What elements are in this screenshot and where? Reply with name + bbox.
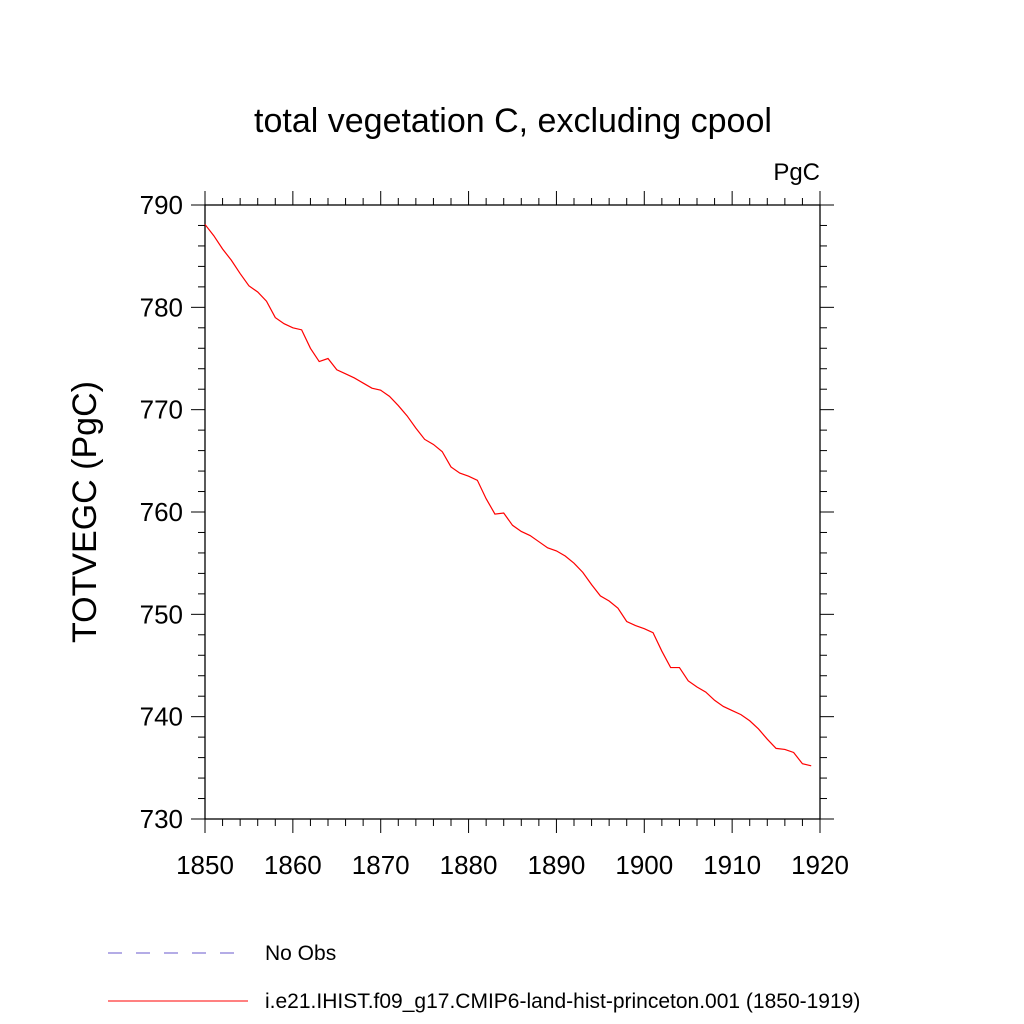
chart-title: total vegetation C, excluding cpool: [254, 102, 772, 140]
x-tick-label: 1890: [528, 850, 586, 880]
y-tick-label: 750: [140, 599, 183, 629]
x-tick-label: 1920: [791, 850, 849, 880]
plot-frame: [204, 204, 821, 820]
legend-label-model-run: i.e21.IHIST.f09_g17.CMIP6-land-hist-prin…: [265, 990, 860, 1013]
axis-ticks: [191, 191, 834, 833]
series-layer: [204, 224, 812, 767]
y-tick-label: 730: [140, 804, 183, 834]
y-tick-label: 760: [140, 497, 183, 527]
series-line-0: [204, 224, 812, 767]
y-tick-label: 740: [140, 702, 183, 732]
x-tick-label: 1880: [440, 850, 498, 880]
x-tick-label: 1850: [176, 850, 234, 880]
y-axis-label: TOTVEGC (PgC): [66, 381, 104, 643]
legend: No Obs i.e21.IHIST.f09_g17.CMIP6-land-hi…: [108, 942, 860, 1013]
x-tick-label: 1870: [352, 850, 410, 880]
x-tick-label: 1900: [615, 850, 673, 880]
y-tick-label: 780: [140, 292, 183, 322]
x-tick-label: 1860: [264, 850, 322, 880]
tick-labels: 1850 1860 1870 1880 1890 1900 1910 1920 730 740 75…: [140, 190, 849, 880]
y-tick-label: 770: [140, 395, 183, 425]
x-tick-label: 1910: [703, 850, 761, 880]
y-tick-label: 790: [140, 190, 183, 220]
legend-label-no-obs: No Obs: [265, 942, 336, 965]
units-label: PgC: [773, 159, 820, 186]
